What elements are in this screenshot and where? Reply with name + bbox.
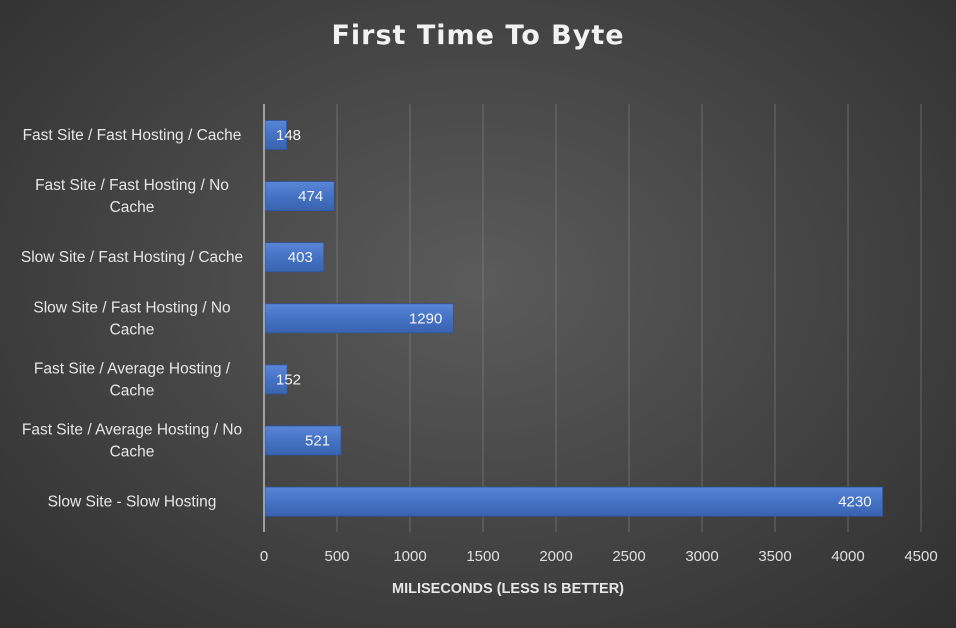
data-label: 4230 <box>838 494 871 511</box>
category-label: Fast Site / Average Hosting / No Cache <box>22 422 242 461</box>
chart-title: First Time To Byte <box>331 20 624 51</box>
data-label: 521 <box>305 433 330 450</box>
x-tick-label: 4500 <box>904 548 937 565</box>
bar <box>264 364 288 395</box>
category-label: Fast Site / Average Hosting / Cache <box>34 360 231 399</box>
category-label: Fast Site / Fast Hosting / Cache <box>23 127 242 144</box>
bar <box>264 425 342 456</box>
bar <box>264 181 335 212</box>
x-tick-label: 2000 <box>539 548 572 565</box>
x-axis-ticks: 0 500 1000 1500 2000 2500 3000 3500 4000 4500 <box>260 548 938 565</box>
category-label: Slow Site - Slow Hosting <box>48 494 217 511</box>
bar <box>264 303 454 334</box>
x-tick-label: 0 <box>260 548 268 565</box>
bars: 148 474 403 1290 152 521 4230 <box>264 120 883 517</box>
x-axis-title: MILISECONDS (LESS IS BETTER) <box>392 581 624 597</box>
data-label: 152 <box>276 371 301 388</box>
category-label: Fast Site / Fast Hosting / No Cache <box>35 177 229 216</box>
data-label: 403 <box>288 249 313 266</box>
data-label: 1290 <box>409 310 442 327</box>
x-tick-label: 3500 <box>758 548 791 565</box>
bar <box>264 486 883 517</box>
bar <box>264 120 288 150</box>
x-tick-label: 1000 <box>393 548 426 565</box>
category-label: Slow Site / Fast Hosting / No Cache <box>33 299 230 338</box>
gridlines <box>336 104 922 532</box>
x-tick-label: 1500 <box>466 548 499 565</box>
x-tick-label: 3000 <box>685 548 718 565</box>
x-tick-label: 2500 <box>612 548 645 565</box>
bar <box>264 242 325 273</box>
category-label: Slow Site / Fast Hosting / Cache <box>21 249 243 266</box>
data-label: 148 <box>276 127 301 144</box>
x-tick-label: 4000 <box>831 548 864 565</box>
x-tick-label: 500 <box>324 548 349 565</box>
data-label: 474 <box>298 188 323 205</box>
category-labels: Fast Site / Fast Hosting / Cache Fast Sit… <box>21 127 243 511</box>
